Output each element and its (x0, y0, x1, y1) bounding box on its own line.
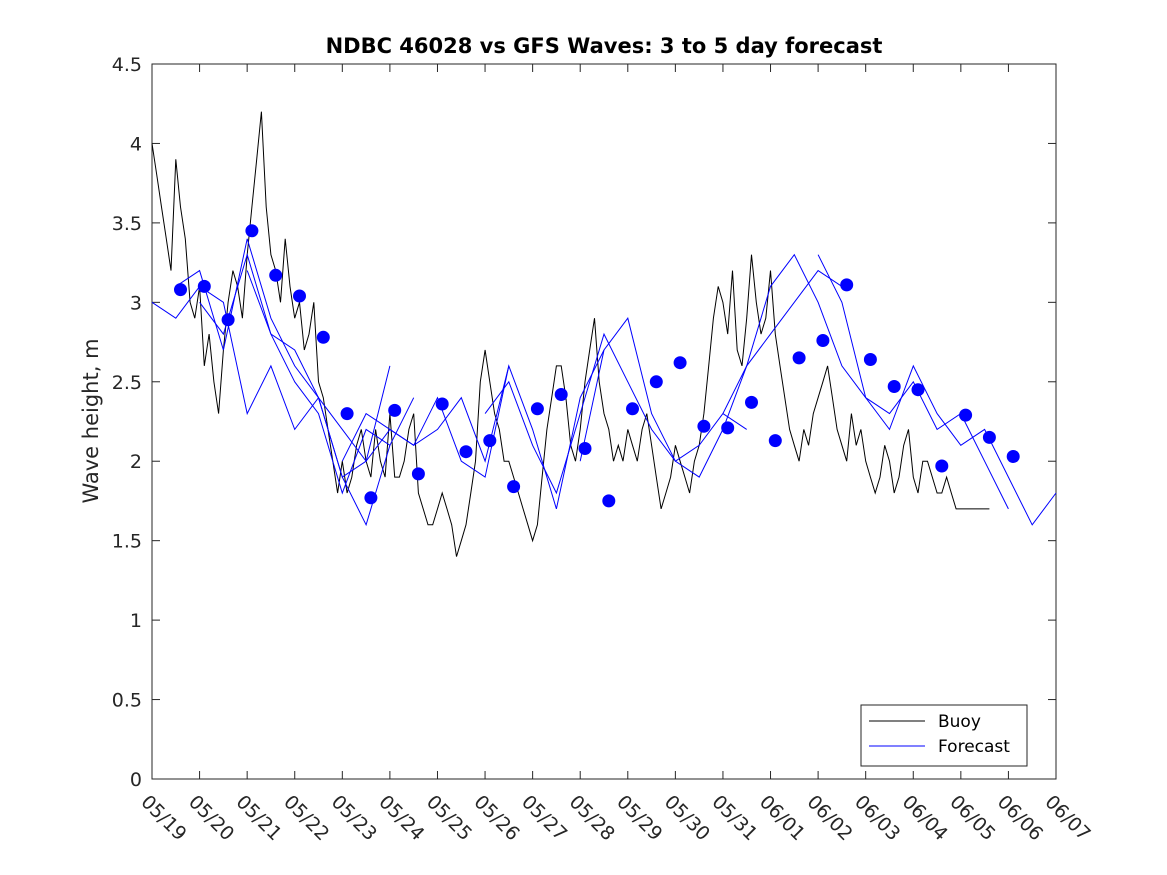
forecast-marker-point (459, 445, 473, 459)
forecast-marker-point (197, 279, 211, 293)
axes-box (151, 63, 1057, 780)
y-axis-label: Wave height, m (79, 338, 103, 503)
y-tick-label: 4.5 (112, 54, 142, 76)
forecast-marker-point (816, 334, 830, 347)
forecast-marker-point (649, 375, 663, 389)
forecast-run-line (817, 254, 1057, 526)
forecast-marker-point (602, 494, 616, 508)
forecast-marker-point (388, 403, 402, 417)
forecast-run-line (199, 252, 415, 495)
forecast-marker-point (697, 419, 711, 433)
forecast-marker-point (626, 402, 639, 416)
forecast-marker-point (483, 434, 497, 448)
forecast-marker-point (530, 402, 544, 416)
forecast-marker-point (840, 278, 854, 292)
forecast-marker-point (221, 313, 235, 327)
forecast-run-line (579, 269, 843, 478)
forecast-marker-point (768, 434, 782, 448)
y-tick-label: 1.5 (112, 531, 142, 553)
forecast-marker-point (792, 351, 806, 365)
forecast-marker-point (673, 356, 687, 370)
forecast-marker-point (316, 330, 330, 344)
legend-forecast-label: Forecast (938, 737, 1010, 757)
y-tick-label: 0 (130, 769, 142, 791)
forecast-marker-point (340, 407, 354, 421)
legend: Buoy Forecast (860, 704, 1028, 767)
forecast-marker-point (982, 430, 996, 444)
legend-box (860, 704, 1028, 767)
forecast-run-line (341, 349, 605, 510)
forecast-run-line (484, 332, 747, 495)
forecast-marker-point (745, 395, 758, 409)
forecast-marker-point (863, 353, 877, 366)
forecast-marker-point (269, 268, 283, 282)
forecast-marker-point (721, 421, 735, 435)
forecast-marker-point (364, 491, 378, 505)
y-tick-label: 2 (130, 451, 142, 473)
y-tick-label: 2.5 (112, 372, 142, 394)
forecast-run-line (151, 285, 391, 527)
forecast-marker-point (1006, 450, 1020, 463)
forecast-marker-point (245, 224, 259, 238)
forecast-marker-point (554, 388, 568, 401)
y-tick-label: 3 (130, 292, 142, 314)
forecast-marker-point (411, 467, 425, 481)
y-tick-label: 3.5 (112, 213, 142, 235)
y-tick-label: 4 (130, 133, 142, 155)
forecast-marker-point (174, 283, 187, 297)
forecast-marker-point (911, 383, 925, 397)
forecast-marker-point (507, 480, 521, 494)
y-tick-label: 0.5 (112, 690, 142, 712)
forecast-marker-point (887, 380, 901, 393)
forecast-marker-point (578, 442, 592, 455)
forecast-marker-point (935, 459, 949, 473)
legend-buoy-label: Buoy (938, 712, 981, 732)
chart-title: NDBC 46028 vs GFS Waves: 3 to 5 day fore… (326, 34, 883, 58)
forecast-marker-point (435, 397, 449, 411)
y-tick-label: 1 (130, 610, 142, 632)
forecast-marker-point (293, 289, 306, 303)
forecast-marker-point (959, 408, 973, 422)
forecast-run-line (246, 270, 510, 463)
